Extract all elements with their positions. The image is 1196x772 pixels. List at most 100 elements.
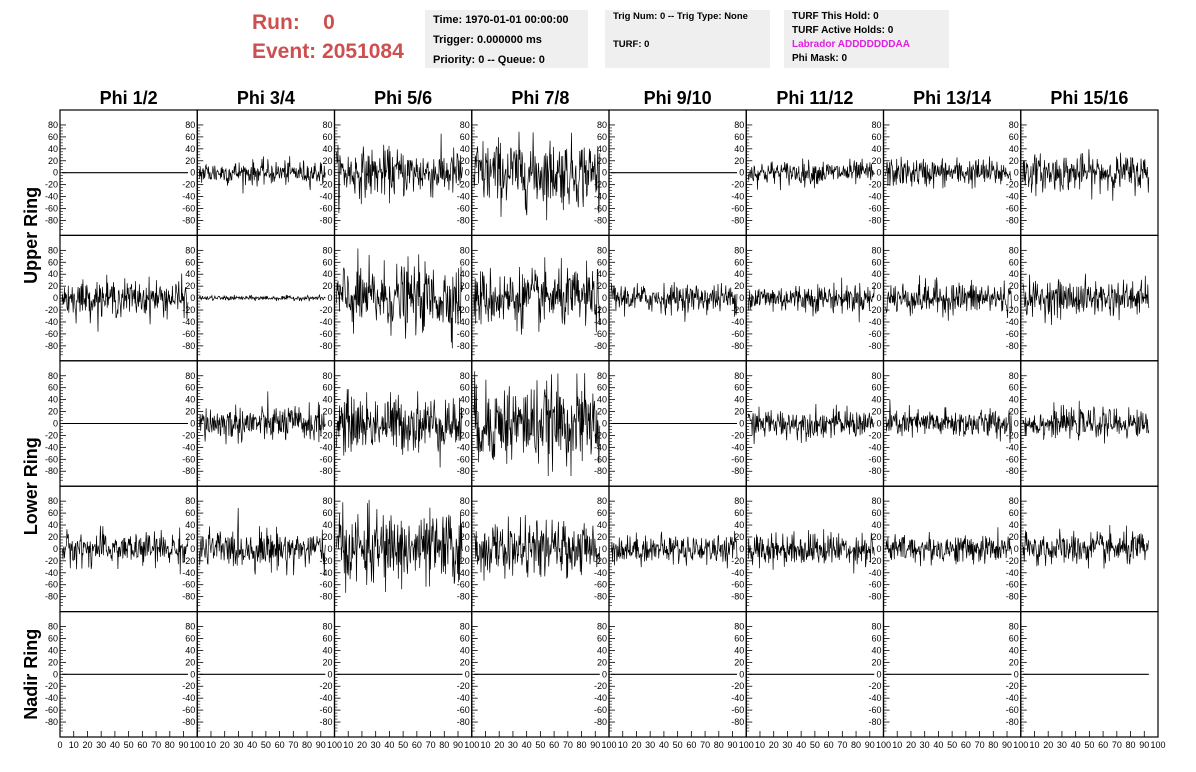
waveform-trace — [885, 527, 1012, 567]
x-tick-label: 90 — [728, 740, 738, 750]
y-tick-label: 40 — [1009, 645, 1019, 655]
y-tick-label: -80 — [182, 466, 195, 476]
x-tick-label: 20 — [220, 740, 230, 750]
y-tick-label: -40 — [731, 442, 744, 452]
x-tick-label: 100 — [190, 740, 205, 750]
x-tick-label: 80 — [851, 740, 861, 750]
x-tick-label: 30 — [233, 740, 243, 750]
x-tick-label: 60 — [686, 740, 696, 750]
y-tick-label: 80 — [185, 120, 195, 130]
y-tick-label: -80 — [182, 717, 195, 727]
y-tick-label: 20 — [48, 532, 58, 542]
y-tick-label: 60 — [185, 508, 195, 518]
y-tick-label: 20 — [322, 657, 332, 667]
y-tick-label: -60 — [594, 454, 607, 464]
y-tick-label: -60 — [731, 580, 744, 590]
y-tick-label: -20 — [182, 305, 195, 315]
y-tick-label: 20 — [185, 407, 195, 417]
y-tick-label: 0 — [327, 669, 332, 679]
y-tick-label: -80 — [457, 466, 470, 476]
x-tick-label: 100 — [1150, 740, 1165, 750]
y-tick-label: -40 — [1006, 192, 1019, 202]
y-tick-label: -40 — [1006, 442, 1019, 452]
y-tick-label: 0 — [1014, 544, 1019, 554]
y-tick-label: 0 — [602, 293, 607, 303]
y-tick-label: -60 — [868, 329, 881, 339]
y-tick-label: -80 — [45, 341, 58, 351]
y-tick-label: 80 — [322, 371, 332, 381]
y-tick-label: -80 — [731, 215, 744, 225]
y-tick-label: 60 — [460, 508, 470, 518]
y-tick-label: 40 — [597, 144, 607, 154]
x-tick-label: 90 — [316, 740, 326, 750]
y-tick-label: -80 — [457, 215, 470, 225]
y-tick-label: 80 — [1009, 371, 1019, 381]
y-tick-label: 40 — [734, 645, 744, 655]
x-tick-label: 70 — [1112, 740, 1122, 750]
y-tick-label: 20 — [734, 407, 744, 417]
y-tick-label: 60 — [871, 257, 881, 267]
y-tick-label: 60 — [322, 508, 332, 518]
y-tick-label: -60 — [319, 329, 332, 339]
x-tick-label: 90 — [590, 740, 600, 750]
y-tick-label: 60 — [734, 633, 744, 643]
y-tick-label: -80 — [868, 466, 881, 476]
x-tick-label: 10 — [480, 740, 490, 750]
waveform-trace — [198, 507, 326, 576]
y-tick-label: -80 — [594, 717, 607, 727]
y-tick-label: 20 — [734, 657, 744, 667]
y-tick-label: -60 — [1006, 329, 1019, 339]
y-tick-label: -40 — [1006, 568, 1019, 578]
y-tick-label: -20 — [457, 180, 470, 190]
y-tick-label: 60 — [322, 383, 332, 393]
y-tick-label: -40 — [457, 568, 470, 578]
x-tick-label: 100 — [601, 740, 616, 750]
y-tick-label: -40 — [594, 442, 607, 452]
y-tick-label: -80 — [731, 592, 744, 602]
y-tick-label: -20 — [594, 681, 607, 691]
x-tick-label: 60 — [412, 740, 422, 750]
y-tick-label: 0 — [327, 293, 332, 303]
y-tick-label: 80 — [460, 496, 470, 506]
waveform-trace — [610, 281, 738, 322]
y-tick-label: -60 — [45, 705, 58, 715]
x-tick-label: 90 — [453, 740, 463, 750]
x-tick-label: 70 — [288, 740, 298, 750]
column-header: Phi 7/8 — [511, 88, 569, 108]
y-tick-label: 80 — [185, 622, 195, 632]
y-tick-label: -80 — [45, 215, 58, 225]
x-tick-label: 30 — [645, 740, 655, 750]
y-tick-label: -80 — [868, 215, 881, 225]
y-tick-label: 40 — [597, 645, 607, 655]
y-tick-label: -20 — [45, 681, 58, 691]
y-tick-label: -20 — [868, 305, 881, 315]
y-tick-label: 0 — [190, 544, 195, 554]
y-tick-label: -20 — [457, 305, 470, 315]
y-tick-label: -40 — [182, 317, 195, 327]
y-tick-label: 40 — [734, 269, 744, 279]
x-tick-label: 10 — [343, 740, 353, 750]
x-tick-label: 10 — [1029, 740, 1039, 750]
y-tick-label: 40 — [322, 645, 332, 655]
y-tick-label: 20 — [48, 281, 58, 291]
x-tick-label: 30 — [782, 740, 792, 750]
y-tick-label: -80 — [319, 717, 332, 727]
x-tick-label: 50 — [124, 740, 134, 750]
x-tick-label: 30 — [96, 740, 106, 750]
y-tick-label: -60 — [457, 329, 470, 339]
y-tick-label: 40 — [460, 395, 470, 405]
waveform-trace — [1022, 149, 1150, 201]
y-tick-label: -40 — [45, 317, 58, 327]
y-tick-label: 40 — [597, 269, 607, 279]
waveform-trace — [1022, 273, 1150, 326]
y-tick-label: 0 — [876, 168, 881, 178]
y-tick-label: -40 — [457, 693, 470, 703]
y-tick-label: -80 — [319, 215, 332, 225]
y-tick-label: 60 — [48, 132, 58, 142]
y-tick-label: -40 — [45, 442, 58, 452]
y-tick-label: 60 — [734, 132, 744, 142]
y-tick-label: -20 — [731, 681, 744, 691]
y-tick-label: -20 — [45, 556, 58, 566]
y-tick-label: -40 — [319, 693, 332, 703]
run-label: Run: — [252, 11, 300, 34]
